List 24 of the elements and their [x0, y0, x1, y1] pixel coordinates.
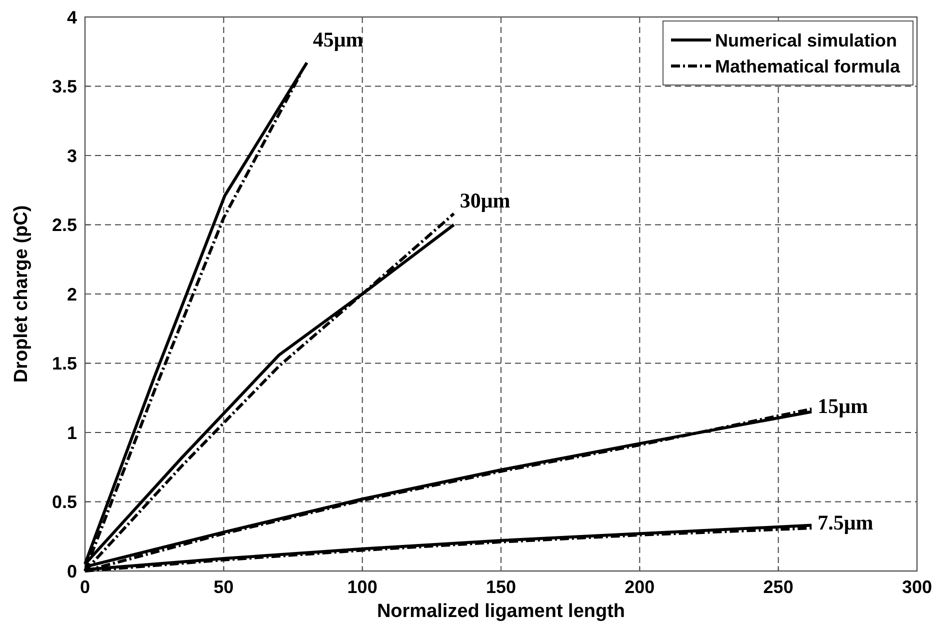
- annotation: 7.5μm: [818, 510, 874, 534]
- legend-label: Numerical simulation: [715, 30, 898, 50]
- y-tick-label: 2.5: [52, 215, 77, 236]
- x-tick-label: 100: [347, 577, 378, 597]
- annotation: 30μm: [460, 188, 511, 213]
- y-tick-label: 3.5: [52, 76, 77, 97]
- x-tick-label: 300: [902, 577, 932, 597]
- x-axis-title: Normalized ligament length: [376, 601, 626, 622]
- y-axis-title: Droplet charge (pC): [11, 205, 32, 383]
- x-tick-label: 200: [624, 577, 655, 597]
- y-tick-label: 4: [66, 7, 77, 28]
- x-tick-label: 0: [80, 577, 90, 597]
- y-tick-label: 0: [66, 561, 77, 582]
- x-tick-label: 150: [486, 577, 516, 597]
- y-tick-label: 1.5: [52, 354, 77, 374]
- y-tick-label: 2: [66, 284, 77, 304]
- y-tick-label: 3: [66, 146, 77, 166]
- x-tick-label: 50: [214, 577, 234, 597]
- x-tick-label: 250: [763, 577, 794, 597]
- y-tick-label: 1: [66, 422, 77, 443]
- legend-label: Mathematical formula: [715, 56, 902, 76]
- annotation: 45μm: [312, 28, 364, 52]
- annotation: 15μm: [818, 394, 869, 418]
- y-tick-label: 0.5: [52, 492, 77, 512]
